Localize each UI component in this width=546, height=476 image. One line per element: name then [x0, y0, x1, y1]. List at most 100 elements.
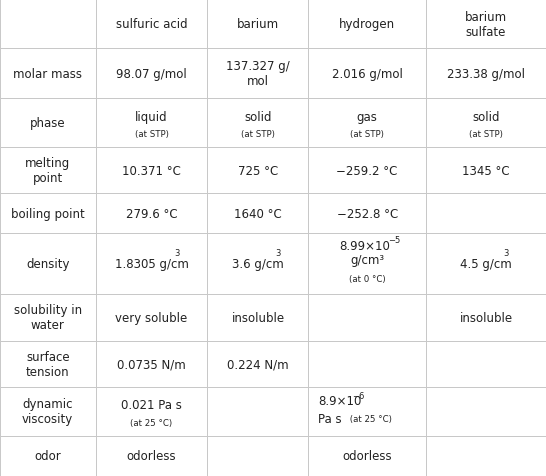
Bar [308, 0, 426, 49]
Text: −252.8 °C: −252.8 °C [336, 207, 398, 220]
Text: odorless: odorless [127, 449, 176, 463]
Bar [96, 234, 207, 294]
Text: 233.38 g/mol: 233.38 g/mol [447, 68, 525, 80]
Text: 2.016 g/mol: 2.016 g/mol [332, 68, 402, 80]
Bar [426, 99, 546, 148]
Text: dynamic
viscosity: dynamic viscosity [22, 397, 73, 426]
Text: (at 0 °C): (at 0 °C) [349, 275, 385, 283]
Bar [0, 49, 96, 99]
Bar [207, 148, 308, 194]
Text: sulfuric acid: sulfuric acid [116, 18, 187, 31]
Bar [207, 294, 308, 341]
Bar [96, 436, 207, 476]
Text: solubility in
water: solubility in water [14, 304, 82, 332]
Bar [207, 234, 308, 294]
Bar [96, 341, 207, 387]
Text: 0.224 N/m: 0.224 N/m [227, 357, 289, 371]
Bar [207, 49, 308, 99]
Bar [426, 387, 546, 436]
Bar [96, 99, 207, 148]
Text: −6: −6 [352, 391, 364, 400]
Bar [308, 234, 426, 294]
Bar [426, 294, 546, 341]
Text: 8.99×10: 8.99×10 [339, 239, 390, 252]
Bar [0, 0, 96, 49]
Bar [207, 436, 308, 476]
Text: 4.5 g/cm: 4.5 g/cm [460, 258, 512, 270]
Bar [96, 387, 207, 436]
Bar [0, 294, 96, 341]
Bar [426, 49, 546, 99]
Bar [308, 341, 426, 387]
Text: boiling point: boiling point [11, 207, 85, 220]
Text: 279.6 °C: 279.6 °C [126, 207, 177, 220]
Bar [0, 148, 96, 194]
Bar [308, 436, 426, 476]
Text: barium
sulfate: barium sulfate [465, 10, 507, 39]
Bar [308, 99, 426, 148]
Bar [426, 234, 546, 294]
Text: density: density [26, 258, 69, 270]
Bar [207, 99, 308, 148]
Text: odor: odor [34, 449, 61, 463]
Text: (at STP): (at STP) [134, 130, 169, 139]
Text: 725 °C: 725 °C [238, 164, 278, 178]
Bar [96, 49, 207, 99]
Text: gas: gas [357, 111, 378, 124]
Text: (at 25 °C): (at 25 °C) [347, 414, 391, 423]
Text: solid: solid [244, 111, 272, 124]
Text: very soluble: very soluble [115, 311, 188, 324]
Text: 10.371 °C: 10.371 °C [122, 164, 181, 178]
Bar [207, 387, 308, 436]
Bar [96, 148, 207, 194]
Bar [308, 387, 426, 436]
Text: 3: 3 [503, 248, 508, 258]
Text: 1640 °C: 1640 °C [234, 207, 282, 220]
Text: (at STP): (at STP) [241, 130, 275, 139]
Text: odorless: odorless [342, 449, 392, 463]
Bar [96, 294, 207, 341]
Bar [426, 436, 546, 476]
Text: 3: 3 [275, 248, 281, 258]
Text: insoluble: insoluble [232, 311, 284, 324]
Bar [308, 294, 426, 341]
Text: 3.6 g/cm: 3.6 g/cm [232, 258, 284, 270]
Bar [0, 234, 96, 294]
Bar [426, 341, 546, 387]
Bar [426, 194, 546, 234]
Bar [308, 49, 426, 99]
Bar [308, 148, 426, 194]
Bar [96, 0, 207, 49]
Bar [0, 341, 96, 387]
Bar [308, 194, 426, 234]
Text: 137.327 g/
mol: 137.327 g/ mol [226, 60, 290, 88]
Bar [426, 148, 546, 194]
Text: solid: solid [472, 111, 500, 124]
Text: surface
tension: surface tension [26, 350, 69, 378]
Bar [426, 0, 546, 49]
Text: 1345 °C: 1345 °C [462, 164, 510, 178]
Bar [207, 0, 308, 49]
Text: liquid: liquid [135, 111, 168, 124]
Text: 1.8305 g/cm: 1.8305 g/cm [115, 258, 188, 270]
Bar [207, 194, 308, 234]
Text: (at STP): (at STP) [469, 130, 503, 139]
Bar [0, 387, 96, 436]
Text: (at 25 °C): (at 25 °C) [130, 418, 173, 426]
Text: phase: phase [30, 117, 66, 130]
Text: 98.07 g/mol: 98.07 g/mol [116, 68, 187, 80]
Text: (at STP): (at STP) [350, 130, 384, 139]
Text: 0.021 Pa s: 0.021 Pa s [121, 398, 182, 412]
Text: insoluble: insoluble [459, 311, 513, 324]
Text: barium: barium [237, 18, 279, 31]
Bar [0, 436, 96, 476]
Text: −5: −5 [388, 235, 400, 244]
Text: melting
point: melting point [25, 157, 70, 185]
Bar [0, 99, 96, 148]
Text: g/cm³: g/cm³ [350, 253, 384, 266]
Text: 0.0735 N/m: 0.0735 N/m [117, 357, 186, 371]
Text: hydrogen: hydrogen [339, 18, 395, 31]
Bar [0, 194, 96, 234]
Text: Pa s: Pa s [318, 412, 341, 425]
Bar [207, 341, 308, 387]
